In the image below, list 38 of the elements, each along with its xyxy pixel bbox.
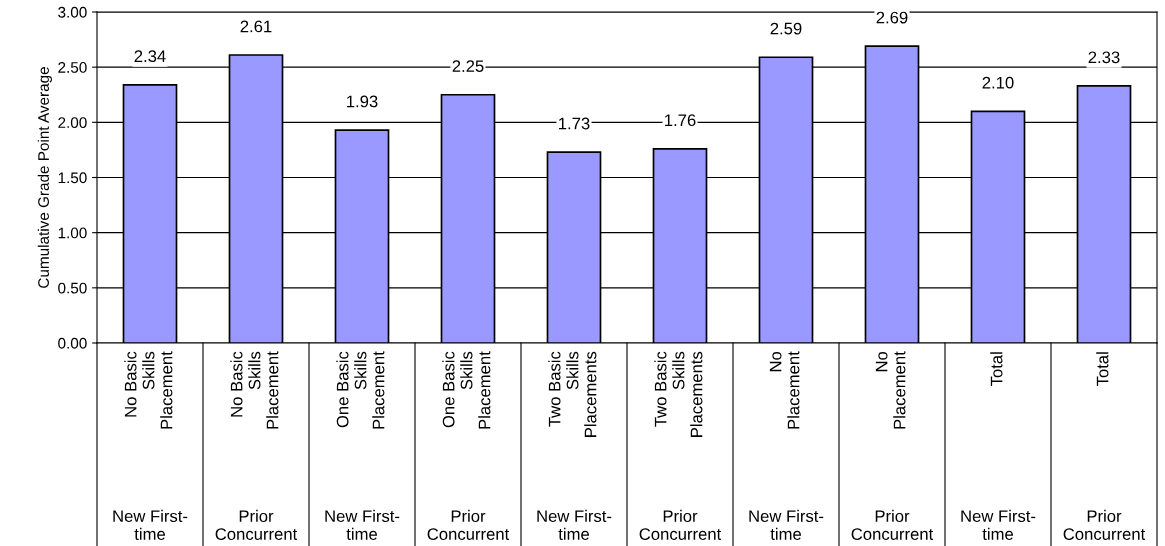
y-tick-label: 0.50 <box>58 282 87 294</box>
data-label: 2.69 <box>876 11 908 24</box>
data-label: 1.93 <box>347 95 378 108</box>
x-tick-label: Two Basic Skills Placements <box>654 351 703 437</box>
x-tick-label: Two Basic Skills Placements <box>548 351 597 437</box>
text: Prior Concurrent <box>1063 509 1146 540</box>
text: New First- time <box>325 509 400 540</box>
y-tick-label: 0.00 <box>58 337 87 349</box>
text: New First- time <box>113 509 188 540</box>
y-tick-label: 1.50 <box>58 172 87 184</box>
data-label: 1.73 <box>559 117 590 130</box>
text: Prior Concurrent <box>851 509 934 540</box>
x-tick-label: One Basic Skills Placement <box>336 351 385 429</box>
data-label: 2.34 <box>134 50 166 63</box>
y-tick-label: 1.00 <box>58 227 87 239</box>
y-tick-label: 3.00 <box>58 6 87 18</box>
text: New First- time <box>961 509 1036 540</box>
text: Prior Concurrent <box>215 509 298 540</box>
text: Prior Concurrent <box>639 509 722 540</box>
text: Prior Concurrent <box>427 509 510 540</box>
x-tick-label: No Basic Skills Placement <box>124 351 173 429</box>
y-tick-label: 2.50 <box>58 62 87 73</box>
y-axis-title: Cumulative Grade Point Average <box>37 67 52 288</box>
x-tick-label: No Placement <box>875 351 906 429</box>
x-tick-label: One Basic Skills Placement <box>442 351 491 429</box>
data-label: 2.33 <box>1088 51 1120 64</box>
data-label: 2.25 <box>452 60 484 73</box>
x-tick-label: No Basic Skills Placement <box>230 351 279 429</box>
x-tick-label: No Placement <box>769 351 800 429</box>
data-label: 1.76 <box>665 114 696 127</box>
y-tick-label: 2.00 <box>58 117 87 129</box>
x-tick-label: Total <box>990 352 1003 387</box>
x-tick-label: Total <box>1096 352 1109 387</box>
text: New First- time <box>537 509 612 540</box>
data-label: 2.61 <box>240 20 272 33</box>
data-label: 2.59 <box>770 22 802 35</box>
text: New First- time <box>749 509 824 540</box>
data-label: 2.10 <box>982 76 1014 89</box>
